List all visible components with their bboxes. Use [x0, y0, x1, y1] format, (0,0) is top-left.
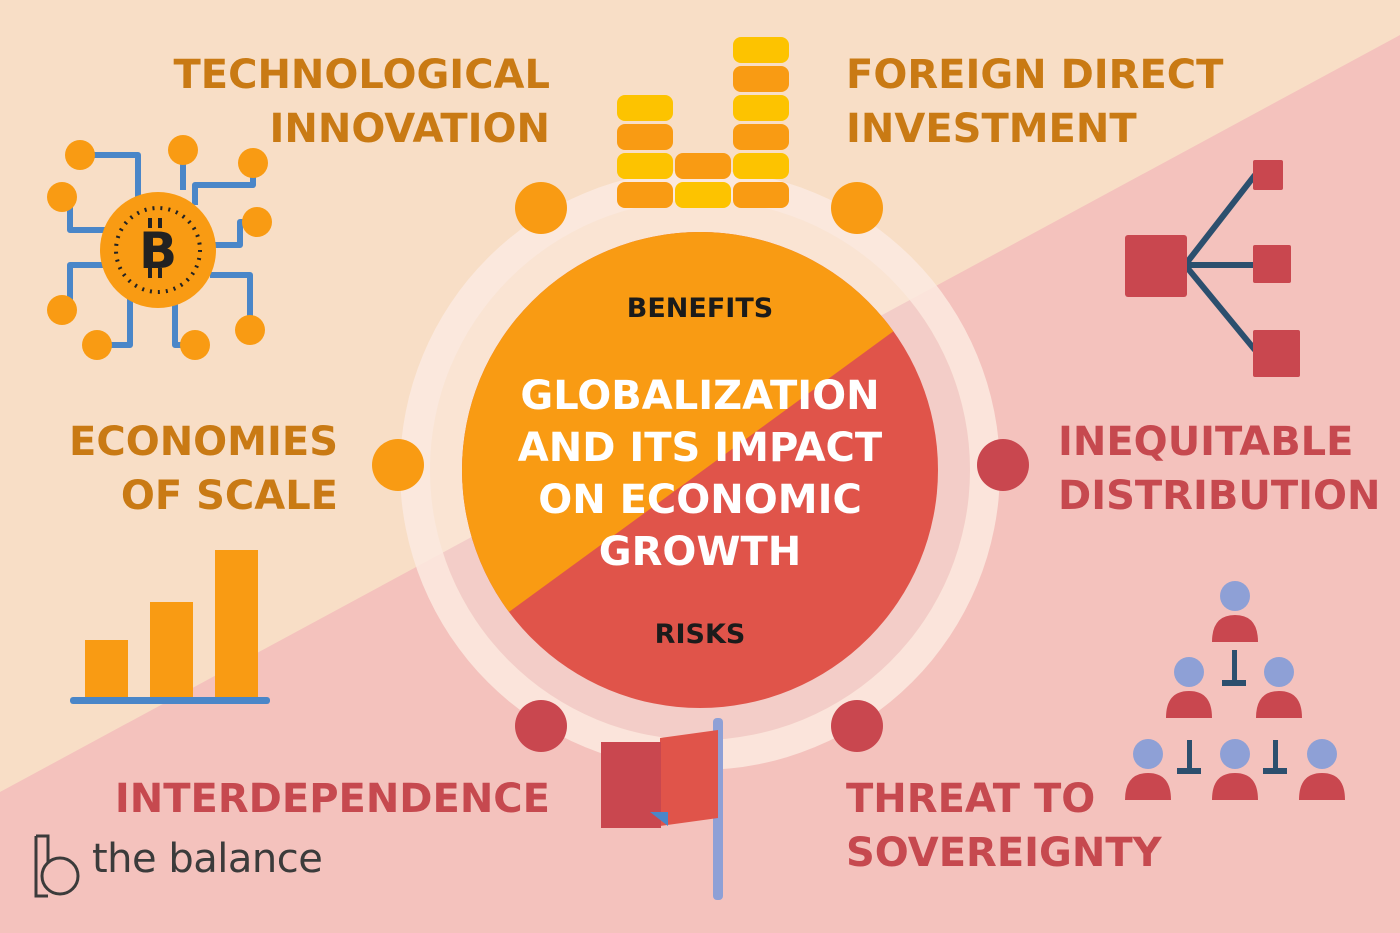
circuit-nodes [47, 135, 272, 360]
ring-dot [977, 439, 1029, 491]
center-circle [462, 232, 938, 708]
center-title-line: GROWTH [598, 529, 802, 575]
center-title-line: ON ECONOMIC [538, 477, 862, 523]
hierarchy-tree-icon [1125, 160, 1300, 377]
center-title-line: GLOBALIZATION [520, 373, 880, 419]
flag-icon [601, 718, 723, 900]
ring-dot [515, 182, 567, 234]
label-threat-to-sovereignty: THREAT TO SOVEREIGNTY [846, 776, 1162, 876]
ring-dot [372, 439, 424, 491]
label-interdependence: INTERDEPENDENCE [114, 776, 550, 822]
people-pyramid-icon [1125, 581, 1345, 800]
ring-dot [831, 182, 883, 234]
label-inequitable-distribution: INEQUITABLE DISTRIBUTION [1058, 419, 1381, 519]
label-technological-innovation: TECHNOLOGICAL INNOVATION [173, 52, 550, 152]
center-title: GLOBALIZATION AND ITS IMPACT ON ECONOMIC… [470, 370, 930, 578]
label-economies-of-scale: ECONOMIES OF SCALE [69, 419, 338, 519]
benefits-label: BENEFITS [626, 293, 774, 324]
bar-chart-icon [70, 550, 270, 704]
ring-dot [831, 700, 883, 752]
ring-dot [515, 700, 567, 752]
center-title-line: AND ITS IMPACT [517, 425, 883, 471]
risks-label: RISKS [654, 619, 746, 650]
brand-name: the balance [92, 836, 323, 882]
bitcoin-coin: B [100, 192, 216, 308]
label-foreign-direct-investment: FOREIGN DIRECT INVESTMENT [846, 52, 1224, 152]
the-balance-logo [34, 834, 80, 898]
coin-stacks-icon [617, 37, 789, 208]
